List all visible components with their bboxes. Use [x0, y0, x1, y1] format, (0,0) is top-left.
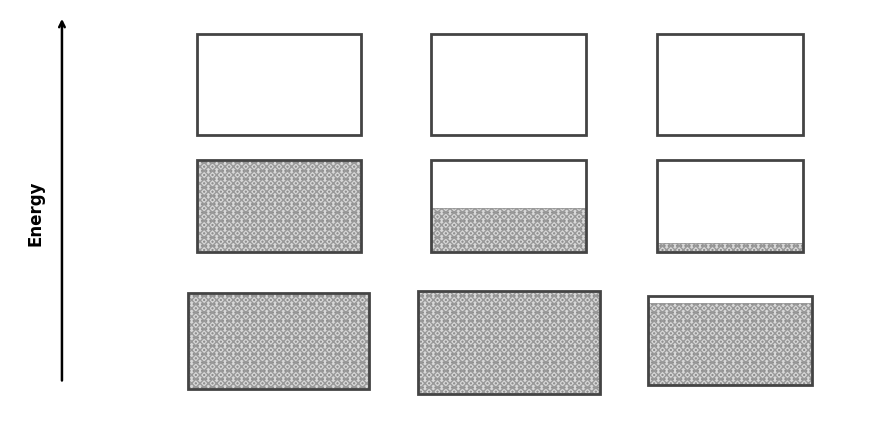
Bar: [648, 296, 812, 386]
Bar: [657, 35, 804, 135]
Bar: [196, 161, 360, 252]
Bar: [189, 293, 370, 389]
Bar: [431, 161, 586, 252]
Bar: [657, 243, 804, 252]
Bar: [418, 292, 600, 394]
Bar: [648, 296, 812, 386]
Bar: [431, 35, 586, 135]
Bar: [196, 35, 360, 135]
Bar: [648, 303, 812, 386]
Bar: [431, 35, 586, 135]
Bar: [196, 161, 360, 252]
Bar: [418, 292, 600, 394]
Bar: [418, 292, 600, 394]
Bar: [657, 161, 804, 252]
Bar: [431, 161, 586, 252]
Bar: [189, 293, 370, 389]
Bar: [189, 293, 370, 389]
Bar: [196, 161, 360, 252]
Bar: [657, 161, 804, 252]
Bar: [648, 303, 812, 386]
Bar: [196, 35, 360, 135]
Bar: [196, 161, 360, 252]
Bar: [431, 208, 586, 252]
Bar: [189, 293, 370, 389]
Bar: [431, 208, 586, 252]
Text: Energy: Energy: [27, 180, 44, 246]
Bar: [418, 292, 600, 394]
Bar: [657, 243, 804, 252]
Bar: [657, 35, 804, 135]
